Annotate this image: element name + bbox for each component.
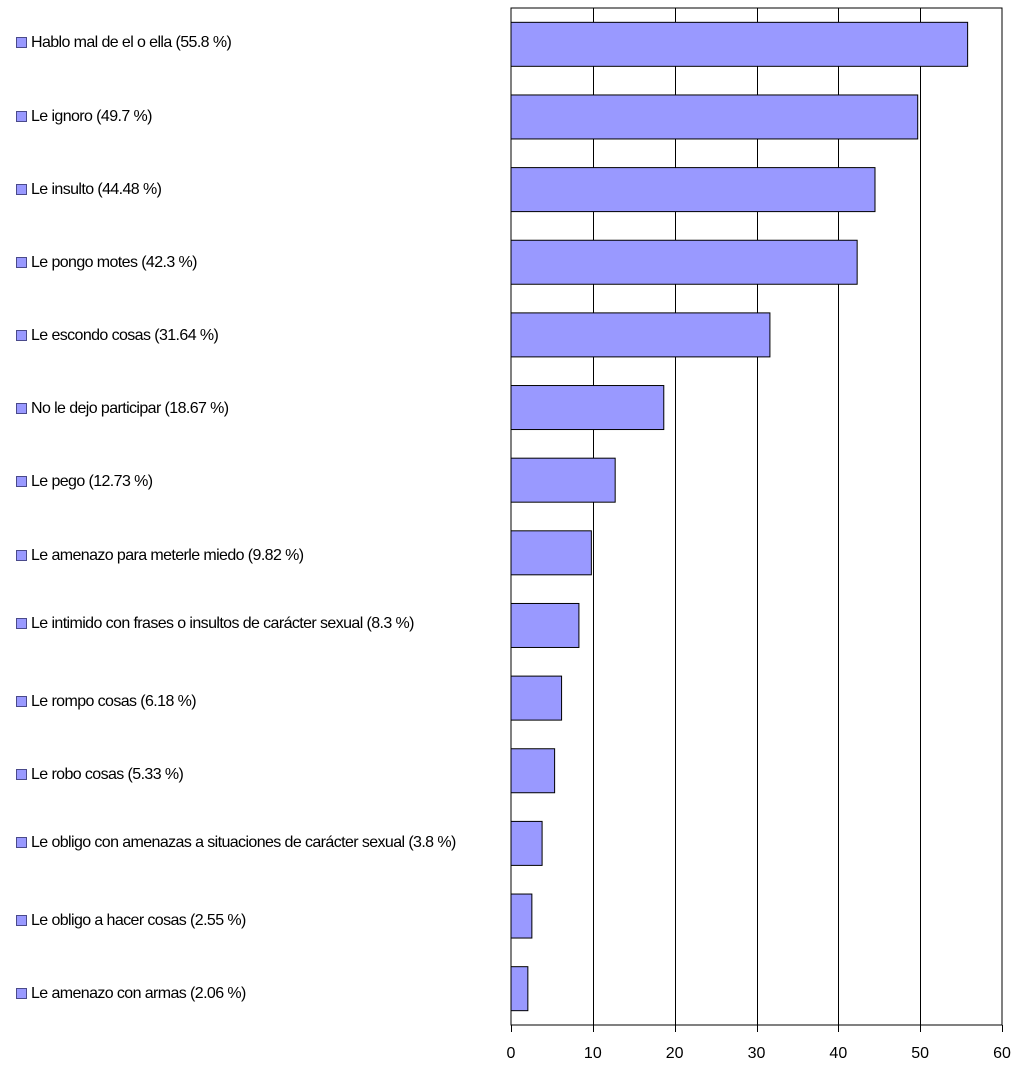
legend-label: Le amenazo para meterle miedo (9.82 %)	[31, 547, 304, 564]
legend-swatch	[16, 330, 27, 341]
legend-item: Le robo cosas (5.33 %)	[16, 764, 486, 786]
legend-swatch	[16, 403, 27, 414]
legend-label: Le intimido con frases o insultos de car…	[31, 615, 414, 632]
legend-item: Le pongo motes (42.3 %)	[16, 252, 486, 274]
bar-7	[510, 530, 592, 576]
legend-swatch	[16, 184, 27, 195]
legend-swatch	[16, 988, 27, 999]
legend-swatch	[16, 476, 27, 487]
legend-swatch	[16, 37, 27, 48]
legend-swatch	[16, 837, 27, 848]
legend-label: Le obligo con amenazas a situaciones de …	[31, 834, 456, 851]
bar-1	[510, 94, 919, 140]
bar-10	[510, 748, 556, 794]
legend-item: Le ignoro (49.7 %)	[16, 106, 486, 128]
bar-13	[510, 966, 529, 1012]
bar-2	[510, 167, 876, 213]
legend-swatch	[16, 550, 27, 561]
legend-item: Le obligo con amenazas a situaciones de …	[16, 832, 486, 854]
bar-8	[510, 602, 580, 648]
x-tick-label-1: 10	[584, 1045, 602, 1062]
legend-swatch	[16, 257, 27, 268]
bar-3	[510, 239, 858, 285]
legend-label: Le pego (12.73 %)	[31, 473, 153, 490]
bar-12	[510, 893, 533, 939]
x-tick-label-5: 50	[911, 1045, 929, 1062]
legend-item: Le obligo a hacer cosas (2.55 %)	[16, 910, 486, 932]
bar-9	[510, 675, 563, 721]
legend-label: No le dejo participar (18.67 %)	[31, 400, 229, 417]
legend-item: Le pego (12.73 %)	[16, 471, 486, 493]
x-tick-label-6: 60	[993, 1045, 1011, 1062]
legend-item: Le amenazo para meterle miedo (9.82 %)	[16, 545, 486, 567]
legend-label: Le rompo cosas (6.18 %)	[31, 693, 197, 710]
chart-legend: Hablo mal de el o ella (55.8 %) Le ignoro…	[0, 0, 500, 1065]
legend-item: Le amenazo con armas (2.06 %)	[16, 983, 486, 1005]
legend-label: Le insulto (44.48 %)	[31, 181, 162, 198]
legend-item: Le intimido con frases o insultos de car…	[16, 613, 486, 635]
plot-area-frame	[510, 7, 1003, 1026]
legend-label: Le ignoro (49.7 %)	[31, 108, 152, 125]
x-tick-label-4: 40	[829, 1045, 847, 1062]
bar-6	[510, 457, 616, 503]
legend-swatch	[16, 915, 27, 926]
legend-swatch	[16, 111, 27, 122]
legend-label: Le escondo cosas (31.64 %)	[31, 327, 219, 344]
legend-swatch	[16, 696, 27, 707]
legend-label: Le obligo a hacer cosas (2.55 %)	[31, 912, 246, 929]
legend-label: Le amenazo con armas (2.06 %)	[31, 985, 246, 1002]
bar-4	[510, 312, 771, 358]
x-tick-label-0: 0	[507, 1045, 516, 1062]
legend-item: Le insulto (44.48 %)	[16, 179, 486, 201]
bar-0	[510, 21, 969, 67]
legend-swatch	[16, 769, 27, 780]
legend-item: Le escondo cosas (31.64 %)	[16, 325, 486, 347]
bar-11	[510, 820, 543, 866]
legend-label: Le pongo motes (42.3 %)	[31, 254, 197, 271]
bar-5	[510, 385, 665, 431]
x-tick-label-2: 20	[666, 1045, 684, 1062]
x-tick-label-3: 30	[748, 1045, 766, 1062]
legend-swatch	[16, 618, 27, 629]
legend-item: Le rompo cosas (6.18 %)	[16, 691, 486, 713]
legend-label: Le robo cosas (5.33 %)	[31, 766, 184, 783]
legend-item: No le dejo participar (18.67 %)	[16, 398, 486, 420]
legend-item: Hablo mal de el o ella (55.8 %)	[16, 32, 486, 54]
legend-label: Hablo mal de el o ella (55.8 %)	[31, 34, 232, 51]
